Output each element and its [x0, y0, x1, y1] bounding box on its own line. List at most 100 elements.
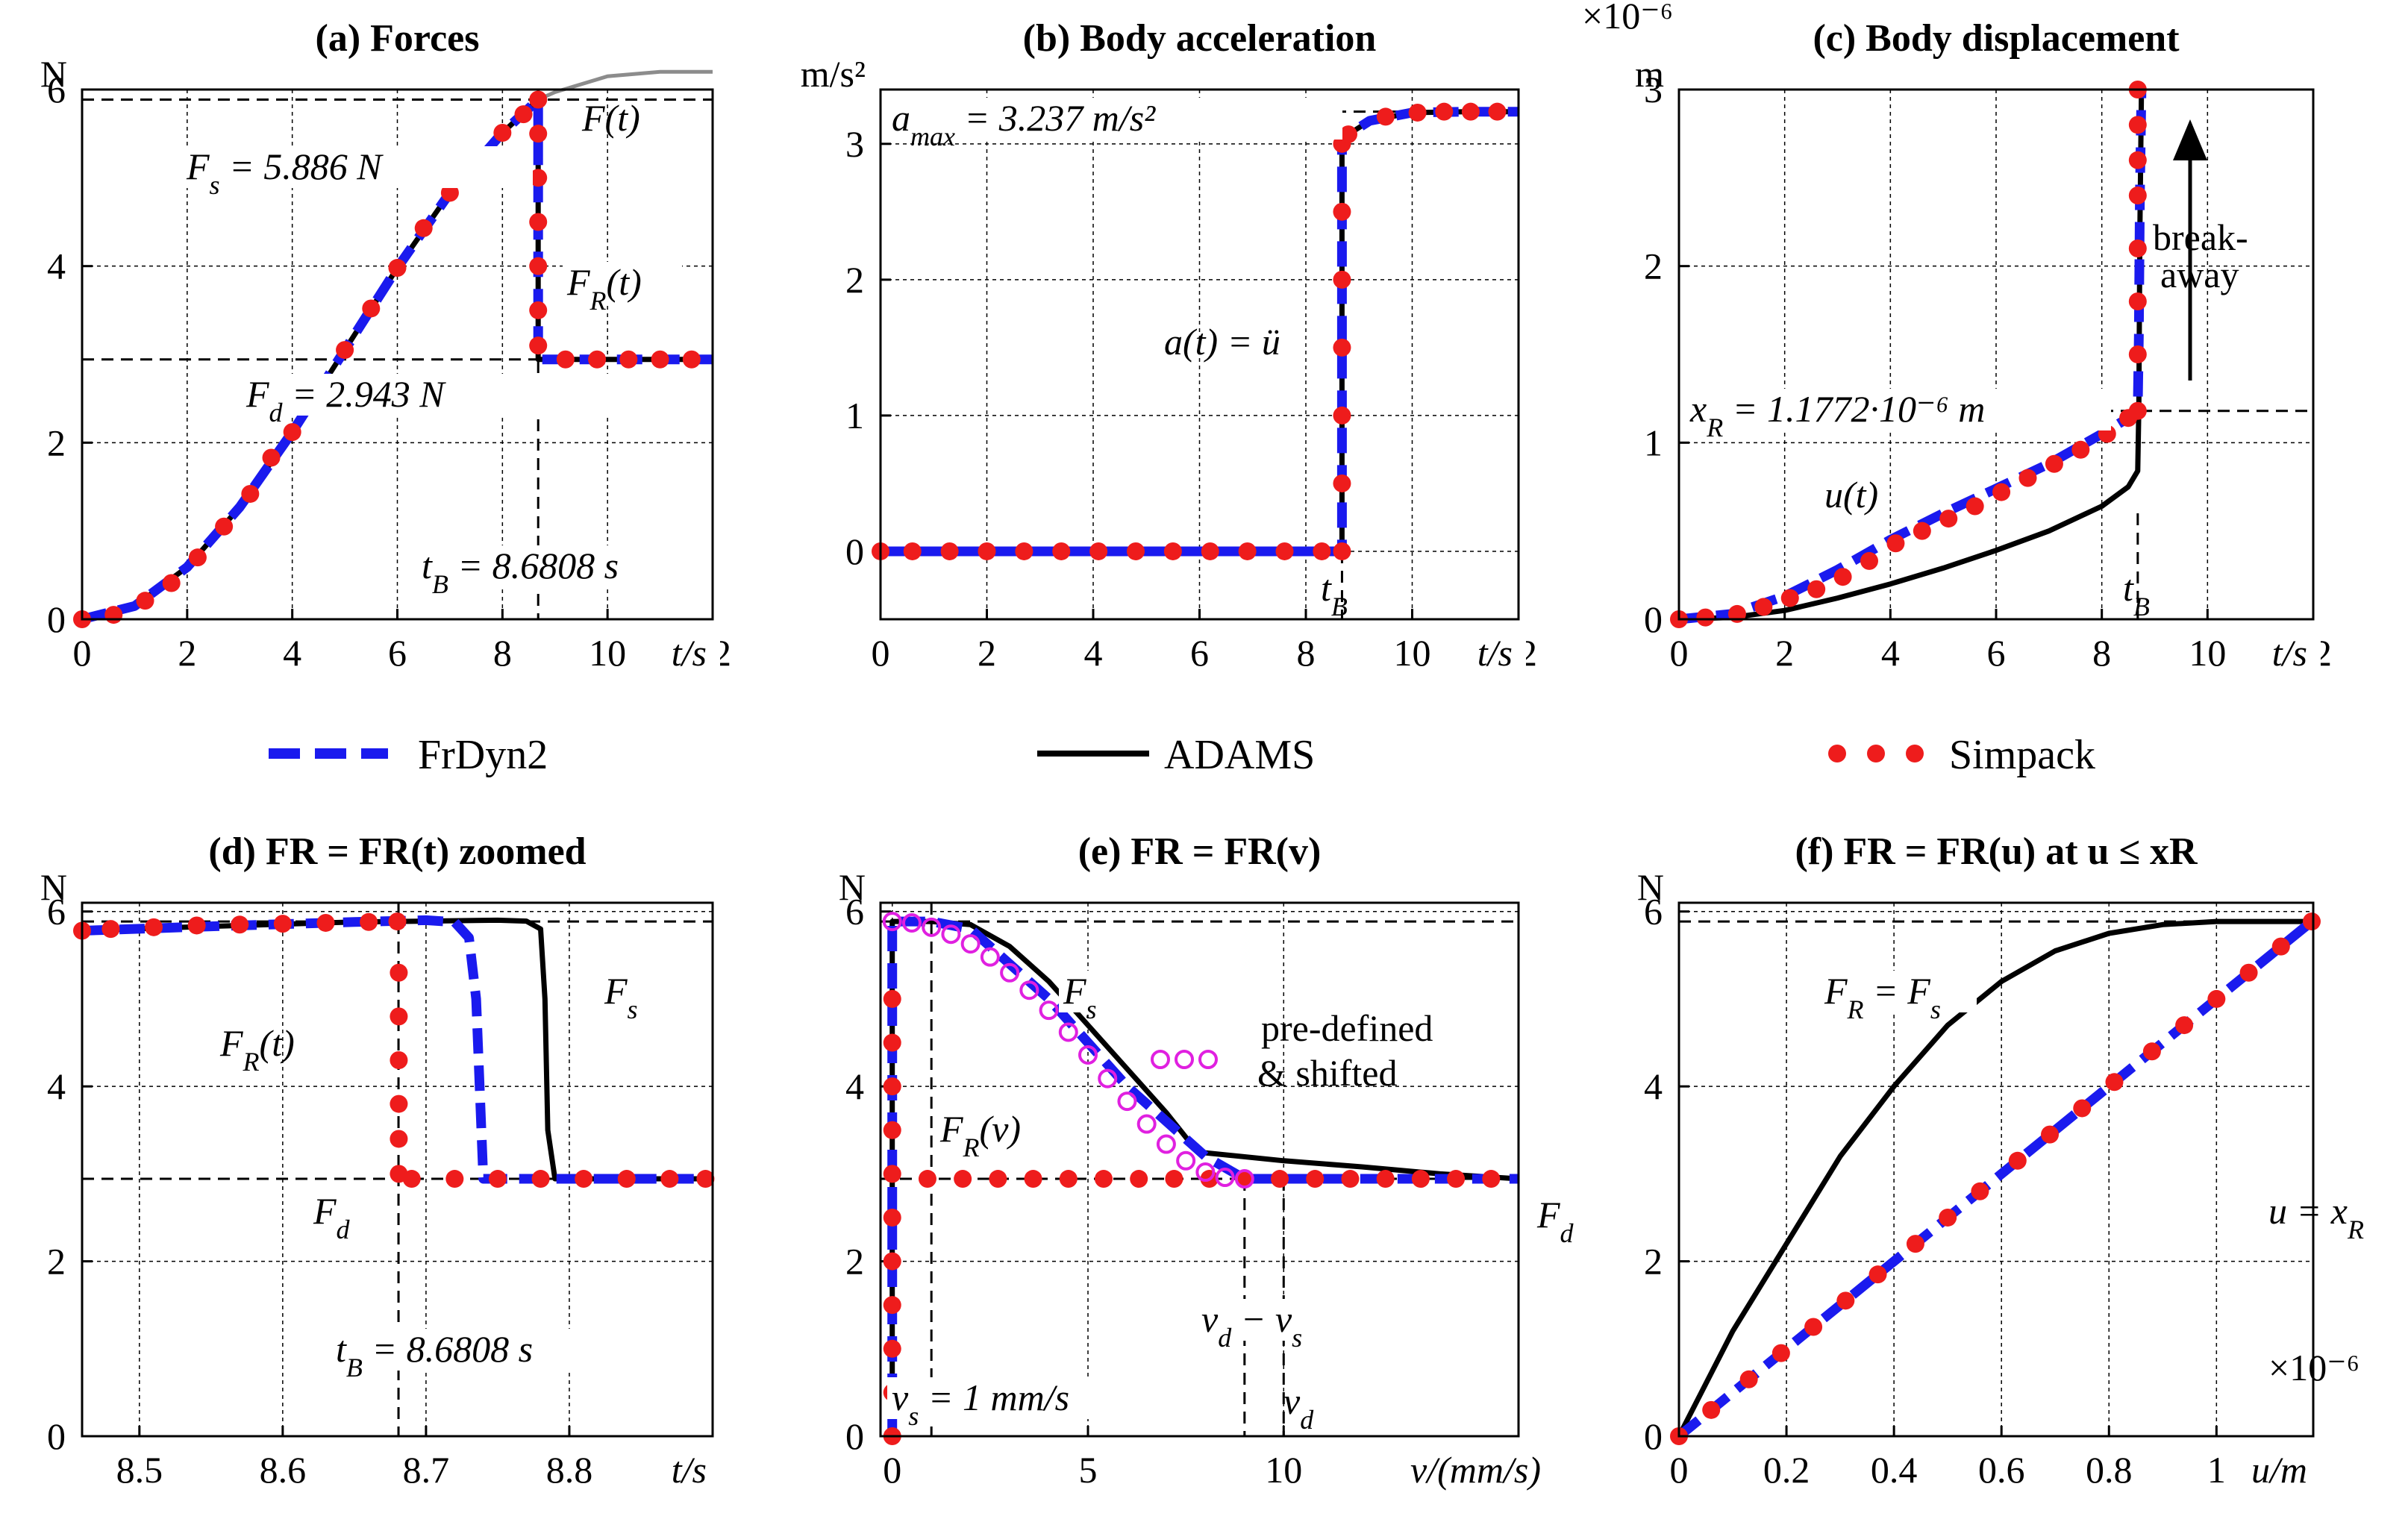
- simpack-marker: [1739, 1370, 1758, 1388]
- simpack-marker: [575, 1170, 593, 1189]
- x-tick-label: 0.8: [2086, 1449, 2133, 1491]
- x-tick-label: 2: [1775, 632, 1794, 674]
- simpack-marker: [493, 123, 512, 142]
- label-background: [242, 374, 630, 416]
- simpack-marker: [1971, 1182, 1989, 1200]
- y-tick-label: 0: [1644, 1415, 1663, 1457]
- x-tick-label: 6: [1190, 632, 1209, 674]
- panel-e-velocity: 0 5 10 0 2 4 6 (e) FR = FR(v) N Fs Fd FR(v) vs = 1 m…: [839, 830, 1574, 1496]
- annotation-input: F(t): [581, 97, 640, 139]
- simpack-marker: [1271, 1170, 1289, 1189]
- predefined-marker: [901, 912, 922, 933]
- simpack-marker: [241, 484, 260, 503]
- simpack-marker: [402, 1170, 421, 1189]
- predefined-marker: [960, 934, 981, 954]
- simpack-marker: [2071, 440, 2090, 459]
- simpack-marker: [588, 350, 607, 369]
- y-tick-label: 3: [845, 123, 864, 165]
- y-tick-label: 2: [1644, 245, 1663, 287]
- y-tick-label: 0: [47, 1415, 66, 1457]
- simpack-marker: [215, 517, 234, 536]
- x-tick-label: 0: [883, 1449, 901, 1491]
- label-background: [417, 545, 701, 587]
- simpack-marker: [2045, 454, 2063, 473]
- y-tick-label: 3: [1644, 69, 1663, 110]
- label-background: [309, 1191, 369, 1233]
- label-background: [563, 262, 682, 304]
- simpack-marker: [145, 918, 163, 936]
- label-background: [182, 146, 533, 188]
- simpack-marker: [1024, 1170, 1042, 1189]
- x-tick-label: 4: [283, 632, 301, 674]
- simpack-marker: [1339, 125, 1357, 144]
- simpack-marker: [1966, 497, 1984, 516]
- predefined-marker: [922, 917, 942, 937]
- annotation-vs: vs = 1 mm/s: [892, 1377, 1069, 1431]
- simpack-marker: [1807, 580, 1826, 598]
- y-tick-label: 0: [845, 1415, 864, 1457]
- annotation-amax: amax = 3.237 m/s²: [892, 97, 1156, 151]
- simpack-marker: [1804, 1318, 1823, 1336]
- annotation-predefined: & shifted: [1257, 1052, 1397, 1094]
- x-tick-label: 8.7: [403, 1449, 450, 1491]
- simpack-marker: [1333, 474, 1351, 492]
- simpack-marker: [2207, 989, 2226, 1008]
- simpack-marker: [918, 1170, 936, 1189]
- simpack-marker: [1313, 542, 1331, 560]
- simpack-marker: [619, 350, 638, 369]
- simpack-marker: [1906, 1235, 1924, 1253]
- label-background: [1197, 1299, 1339, 1341]
- simpack-marker: [1127, 542, 1145, 560]
- simpack-marker: [1780, 589, 1799, 607]
- simpack-marker: [1702, 1400, 1721, 1419]
- simpack-marker: [2128, 151, 2147, 169]
- simpack-marker: [883, 1252, 901, 1271]
- x-axis-label: t/s: [672, 1449, 707, 1491]
- simpack-marker: [2239, 963, 2258, 982]
- y-tick-label: 4: [47, 1065, 66, 1107]
- x-tick-label: 8.5: [116, 1449, 163, 1491]
- panel-f-displacement-force: 0 0.2 0.4 0.6 0.8 1 0 2 4 6 (f) FR = FR(u) at u ≤ …: [1637, 830, 2364, 1496]
- y-axis-label: N: [1637, 866, 1664, 908]
- simpack-marker: [1992, 483, 2011, 501]
- simpack-marker: [1868, 1265, 1887, 1284]
- simpack-marker: [2018, 469, 2037, 487]
- y-tick-label: 2: [845, 259, 864, 301]
- predefined-marker: [1117, 1092, 1137, 1112]
- simpack-marker: [136, 592, 154, 610]
- annotation-uxR: u = xR: [2268, 1190, 2364, 1244]
- simpack-marker: [1275, 542, 1294, 560]
- simpack-marker: [2073, 1099, 2092, 1118]
- simpack-marker: [1833, 568, 1852, 586]
- plot-frame: [1677, 88, 2315, 621]
- y-exponent-label: ×10⁻⁶: [1582, 0, 1673, 37]
- label-background: [649, 1451, 720, 1496]
- x-axis-label: u/m: [2251, 1449, 2307, 1491]
- simpack-marker: [1163, 542, 1182, 560]
- x-tick-label: 0: [872, 632, 890, 674]
- y-tick-label: 0: [47, 598, 66, 640]
- label-background: [1455, 634, 1526, 679]
- y-tick-label: 6: [47, 891, 66, 933]
- simpack-marker: [883, 1296, 901, 1315]
- annotation-FRFs: FR = Fs: [1824, 970, 1941, 1024]
- predefined-marker: [1215, 1168, 1235, 1188]
- y-tick-label: 4: [47, 245, 66, 287]
- label-background: [331, 1329, 615, 1371]
- predefined-marker: [1136, 1114, 1157, 1134]
- x-tick-label: 4: [1881, 632, 1900, 674]
- simpack-marker: [1754, 598, 1773, 616]
- x-tick-label: 8: [493, 632, 512, 674]
- plot-frame: [81, 901, 714, 1438]
- simpack-marker: [2128, 401, 2147, 420]
- x-axis-label: t/s: [2272, 632, 2307, 674]
- chart-title: (c) Body displacement: [1813, 17, 2180, 60]
- simpack-marker: [989, 1170, 1007, 1189]
- simpack-marker: [2175, 1016, 2194, 1035]
- simpack-marker: [1059, 1170, 1078, 1189]
- y-tick-label: 2: [1644, 1241, 1663, 1283]
- y-axis-label: N: [839, 866, 866, 908]
- y-tick-label: 2: [47, 422, 66, 463]
- annotation-FR: FR(v): [939, 1108, 1021, 1162]
